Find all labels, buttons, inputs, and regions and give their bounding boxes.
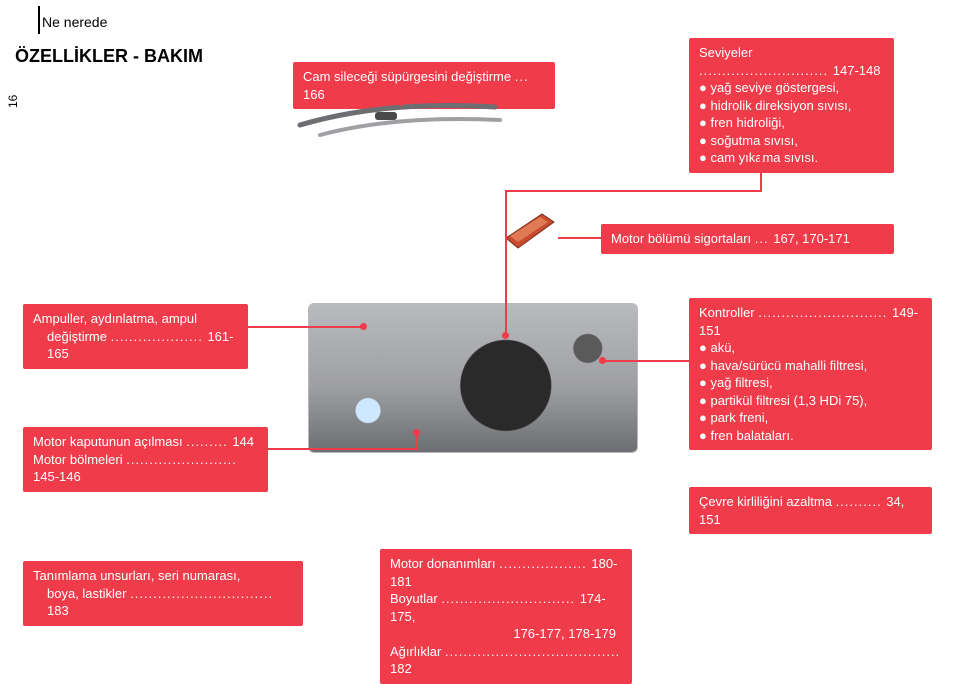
controls-item: hava/sürücü mahalli filtresi, bbox=[699, 357, 922, 375]
levels-title: Seviyeler bbox=[699, 45, 752, 60]
connector bbox=[505, 190, 507, 335]
connector bbox=[505, 190, 761, 192]
controls-item: akü, bbox=[699, 339, 922, 357]
wiper-illustration bbox=[295, 95, 515, 150]
ident-l2-label: boya, lastikler bbox=[47, 586, 126, 601]
ident-l2-page: 183 bbox=[47, 603, 69, 618]
levels-item: yağ seviye göstergesi, bbox=[699, 79, 884, 97]
connector bbox=[602, 360, 690, 362]
bonnet-l2-page: 145-146 bbox=[33, 469, 81, 484]
dots: ...................................... bbox=[445, 644, 620, 659]
connector bbox=[760, 152, 762, 192]
header-divider bbox=[38, 6, 40, 34]
levels-item: soğutma sıvısı, bbox=[699, 132, 884, 150]
ident-line1: Tanımlama unsurları, seri numarası, bbox=[33, 567, 293, 585]
equip-l2b: 176-177, 178-179 bbox=[390, 625, 622, 643]
levels-list: yağ seviye göstergesi, hidrolik direksiy… bbox=[699, 79, 884, 167]
connector bbox=[268, 448, 418, 450]
dots: .......... bbox=[836, 494, 887, 509]
dots: ... bbox=[515, 69, 529, 84]
fuse-text: Motor bölümü sigortaları bbox=[611, 231, 751, 246]
bulbs-box: Ampuller, aydınlatma, ampul değiştirme .… bbox=[23, 304, 248, 369]
equip-l1-label: Motor donanımları bbox=[390, 556, 496, 571]
connector bbox=[248, 326, 363, 328]
fuse-box: Motor bölümü sigortaları ... 167, 170-17… bbox=[601, 224, 894, 254]
wiper-text: Cam sileceği süpürgesini değiştirme bbox=[303, 69, 511, 84]
dots: ............................ bbox=[699, 63, 833, 78]
pollution-label: Çevre kirliliğini azaltma bbox=[699, 494, 832, 509]
connector bbox=[558, 237, 602, 239]
fuse-page: 167, 170-171 bbox=[773, 231, 850, 246]
equip-l3-label: Ağırlıklar bbox=[390, 644, 441, 659]
bonnet-box: Motor kaputunun açılması ......... 144 M… bbox=[23, 427, 268, 492]
bulbs-line2-label: değiştirme bbox=[47, 329, 107, 344]
controls-title: Kontroller bbox=[699, 305, 755, 320]
controls-box: Kontroller ............................ … bbox=[689, 298, 932, 450]
dots: ................... bbox=[499, 556, 591, 571]
levels-page: 147-148 bbox=[833, 63, 881, 78]
levels-item: hidrolik direksiyon sıvısı, bbox=[699, 97, 884, 115]
page-title: ÖZELLİKLER - BAKIM bbox=[15, 46, 203, 67]
ident-box: Tanımlama unsurları, seri numarası, boya… bbox=[23, 561, 303, 626]
equip-l3-page: 182 bbox=[390, 661, 412, 676]
levels-item: cam yıkama sıvısı. bbox=[699, 149, 884, 167]
page-number: 16 bbox=[6, 95, 20, 108]
levels-box: Seviyeler ............................ 1… bbox=[689, 38, 894, 173]
controls-item: yağ filtresi, bbox=[699, 374, 922, 392]
equip-l2-label: Boyutlar bbox=[390, 591, 438, 606]
section-label: Ne nerede bbox=[42, 14, 107, 30]
fuse-illustration bbox=[500, 208, 560, 252]
connector-dot bbox=[360, 323, 367, 330]
connector-dot bbox=[413, 429, 420, 436]
controls-list: akü, hava/sürücü mahalli filtresi, yağ f… bbox=[699, 339, 922, 444]
equip-box: Motor donanımları ................... 18… bbox=[380, 549, 632, 684]
controls-item: partikül filtresi (1,3 HDi 75), bbox=[699, 392, 922, 410]
levels-item: fren hidroliği, bbox=[699, 114, 884, 132]
dots: ............................. bbox=[441, 591, 579, 606]
dots: ........................ bbox=[126, 452, 237, 467]
bonnet-l1-page: 144 bbox=[232, 434, 254, 449]
dots: ......... bbox=[186, 434, 232, 449]
bonnet-l2-label: Motor bölmeleri bbox=[33, 452, 123, 467]
controls-item: fren balataları. bbox=[699, 427, 922, 445]
pollution-box: Çevre kirliliğini azaltma .......... 34,… bbox=[689, 487, 932, 534]
controls-item: park freni, bbox=[699, 409, 922, 427]
bonnet-l1-label: Motor kaputunun açılması bbox=[33, 434, 183, 449]
connector bbox=[400, 88, 402, 106]
dots: ............................... bbox=[130, 586, 273, 601]
dots: ... bbox=[755, 231, 773, 246]
dots: .................... bbox=[111, 329, 208, 344]
connector-dot bbox=[599, 357, 606, 364]
dots: ............................ bbox=[758, 305, 892, 320]
bulbs-line1: Ampuller, aydınlatma, ampul bbox=[33, 310, 238, 328]
connector-dot bbox=[502, 332, 509, 339]
